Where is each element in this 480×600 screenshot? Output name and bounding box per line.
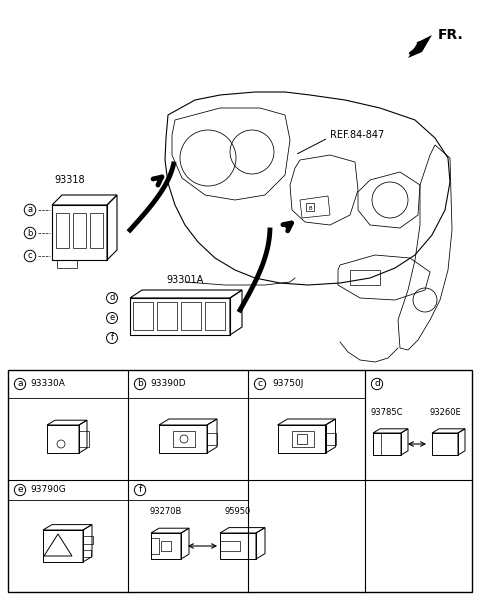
Bar <box>350 270 380 285</box>
Bar <box>173 431 195 447</box>
Text: a: a <box>27 205 33 214</box>
Bar <box>205 302 225 330</box>
Text: 93260E: 93260E <box>429 408 461 417</box>
Text: e: e <box>17 485 23 494</box>
Bar <box>297 434 307 444</box>
Text: d: d <box>374 379 380 389</box>
Text: f: f <box>110 334 113 343</box>
Bar <box>207 433 217 445</box>
Text: 95950: 95950 <box>225 507 251 516</box>
Bar <box>73 213 86 248</box>
Bar <box>373 433 401 455</box>
Bar <box>291 431 313 447</box>
Bar <box>56 213 69 248</box>
Text: 93390D: 93390D <box>150 379 186 389</box>
Bar <box>151 533 181 559</box>
Text: 93750J: 93750J <box>272 379 304 389</box>
Bar <box>306 203 314 211</box>
Text: 93790G: 93790G <box>30 485 66 494</box>
Bar <box>43 530 83 562</box>
Bar <box>220 541 240 551</box>
Text: 93301A: 93301A <box>167 275 204 285</box>
Bar <box>133 302 153 330</box>
Text: 93318: 93318 <box>55 175 85 185</box>
Bar <box>90 213 103 248</box>
Polygon shape <box>408 35 432 58</box>
Bar <box>79 431 89 447</box>
Bar <box>151 538 159 554</box>
Bar <box>157 302 177 330</box>
Text: b: b <box>137 379 143 389</box>
Text: 93785C: 93785C <box>371 408 403 417</box>
Text: c: c <box>257 379 263 389</box>
Text: c: c <box>28 251 32 260</box>
Bar <box>220 533 256 559</box>
Text: 93270B: 93270B <box>150 507 182 516</box>
Bar <box>161 541 171 551</box>
Text: 93330A: 93330A <box>31 379 65 389</box>
Bar <box>47 425 79 453</box>
Bar <box>432 433 458 455</box>
Bar <box>57 260 77 268</box>
Bar <box>83 536 93 544</box>
Text: B: B <box>308 205 312 211</box>
Text: e: e <box>109 313 115 323</box>
Bar <box>373 433 381 455</box>
Text: REF.84-847: REF.84-847 <box>330 130 384 140</box>
Bar <box>8 370 472 592</box>
Text: f: f <box>138 485 142 494</box>
Bar <box>181 302 201 330</box>
Bar <box>83 550 91 557</box>
Text: d: d <box>109 293 115 302</box>
Bar <box>325 433 336 445</box>
Text: FR.: FR. <box>438 28 464 42</box>
Bar <box>277 425 325 453</box>
Text: b: b <box>27 229 33 238</box>
Text: a: a <box>17 379 23 389</box>
Bar <box>159 425 207 453</box>
